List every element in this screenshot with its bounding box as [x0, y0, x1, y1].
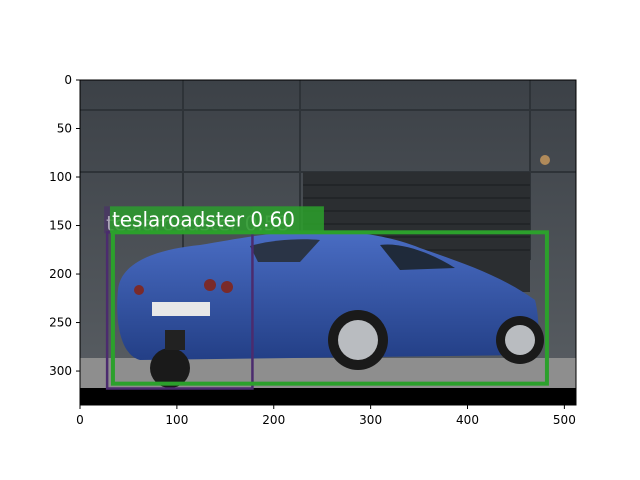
x-axis: 0 100 200 300 400 500 — [76, 405, 576, 427]
y-tick-label: 250 — [49, 316, 72, 330]
y-tick-label: 300 — [49, 364, 72, 378]
y-tick-label: 0 — [64, 73, 72, 87]
x-tick-label: 200 — [262, 413, 285, 427]
x-tick-label: 100 — [165, 413, 188, 427]
detection-box — [110, 230, 549, 386]
y-tick-label: 150 — [49, 219, 72, 233]
axes-frame — [79, 79, 577, 406]
y-tick-label: 200 — [49, 267, 72, 281]
y-axis: 0 50 100 150 200 250 300 — [49, 73, 80, 378]
detection-layer: teslaroadster 0.58teslaroadster 0.60 — [104, 206, 549, 390]
x-tick-label: 400 — [456, 413, 479, 427]
x-tick-label: 500 — [553, 413, 576, 427]
x-tick-label: 300 — [359, 413, 382, 427]
photo-image — [80, 80, 576, 405]
detection-label-background — [109, 206, 324, 234]
x-tick-label: 0 — [76, 413, 84, 427]
detection-label: teslaroadster 0.60 — [112, 207, 295, 231]
y-tick-label: 100 — [49, 170, 72, 184]
y-tick-label: 50 — [57, 122, 72, 136]
